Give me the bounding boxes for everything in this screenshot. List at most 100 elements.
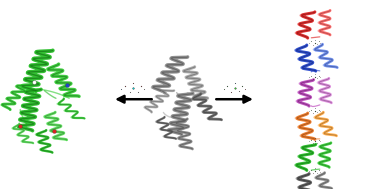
Ellipse shape — [17, 124, 21, 129]
Ellipse shape — [26, 70, 30, 75]
Ellipse shape — [318, 124, 322, 127]
Ellipse shape — [39, 148, 43, 151]
Ellipse shape — [314, 176, 319, 179]
Point — [312, 167, 318, 170]
Point — [312, 109, 318, 112]
Point — [221, 87, 227, 90]
Point — [236, 90, 242, 93]
Ellipse shape — [297, 57, 302, 61]
Point — [317, 170, 323, 173]
Point — [317, 110, 323, 113]
Point — [130, 81, 136, 84]
Point — [308, 169, 314, 172]
Point — [314, 43, 320, 46]
Ellipse shape — [177, 137, 181, 140]
Ellipse shape — [191, 97, 195, 100]
Ellipse shape — [318, 56, 322, 59]
Ellipse shape — [24, 90, 28, 94]
Ellipse shape — [318, 153, 322, 156]
Ellipse shape — [167, 128, 171, 132]
Ellipse shape — [164, 63, 169, 67]
Ellipse shape — [201, 111, 206, 114]
Point — [130, 86, 136, 89]
Point — [312, 75, 318, 78]
Ellipse shape — [174, 122, 178, 125]
Point — [312, 106, 318, 109]
Point — [309, 77, 315, 80]
Ellipse shape — [11, 127, 15, 130]
Point — [309, 141, 315, 144]
Ellipse shape — [316, 81, 321, 84]
Ellipse shape — [155, 120, 159, 123]
Ellipse shape — [184, 76, 188, 79]
Point — [312, 170, 318, 173]
Ellipse shape — [206, 117, 211, 120]
Ellipse shape — [297, 186, 302, 189]
Ellipse shape — [20, 111, 24, 115]
Point — [305, 170, 311, 173]
Point — [316, 40, 322, 43]
Ellipse shape — [15, 85, 19, 88]
Ellipse shape — [16, 134, 20, 136]
Point — [118, 87, 124, 90]
Ellipse shape — [297, 125, 302, 129]
Ellipse shape — [296, 99, 301, 103]
Ellipse shape — [174, 101, 178, 105]
Point — [309, 172, 315, 175]
Ellipse shape — [34, 50, 39, 54]
Ellipse shape — [295, 117, 300, 120]
Ellipse shape — [37, 141, 41, 143]
Point — [305, 140, 311, 143]
Ellipse shape — [190, 88, 194, 92]
Ellipse shape — [318, 21, 322, 24]
Ellipse shape — [313, 48, 318, 51]
Ellipse shape — [176, 94, 180, 98]
Point — [316, 108, 322, 111]
Point — [316, 169, 322, 172]
Ellipse shape — [23, 77, 27, 81]
Point — [316, 74, 322, 77]
Ellipse shape — [294, 163, 299, 167]
Ellipse shape — [0, 103, 4, 106]
Ellipse shape — [49, 129, 53, 132]
Ellipse shape — [10, 91, 14, 94]
Point — [314, 111, 320, 114]
Ellipse shape — [172, 107, 176, 111]
Ellipse shape — [151, 85, 156, 89]
Point — [312, 139, 318, 142]
Point — [317, 76, 323, 79]
Ellipse shape — [21, 140, 25, 143]
Point — [312, 137, 318, 140]
Ellipse shape — [18, 117, 22, 122]
Ellipse shape — [182, 69, 186, 73]
Point — [308, 74, 314, 77]
Ellipse shape — [318, 145, 323, 148]
Point — [308, 138, 314, 141]
Ellipse shape — [178, 144, 182, 147]
Ellipse shape — [300, 14, 305, 17]
Point — [309, 43, 315, 46]
Ellipse shape — [46, 67, 50, 71]
Ellipse shape — [318, 89, 322, 92]
Point — [312, 41, 318, 44]
Ellipse shape — [298, 82, 304, 85]
Ellipse shape — [300, 134, 305, 137]
Point — [135, 90, 141, 93]
Point — [64, 84, 70, 87]
Ellipse shape — [318, 13, 322, 16]
Point — [127, 91, 132, 94]
Point — [224, 84, 230, 88]
Ellipse shape — [322, 132, 327, 135]
Ellipse shape — [56, 103, 61, 105]
Point — [308, 108, 314, 111]
Ellipse shape — [143, 106, 147, 108]
Ellipse shape — [21, 104, 25, 108]
Point — [232, 86, 238, 89]
Ellipse shape — [196, 104, 201, 107]
Point — [314, 141, 320, 144]
Ellipse shape — [296, 177, 301, 180]
Ellipse shape — [163, 135, 167, 138]
Ellipse shape — [313, 116, 318, 119]
Ellipse shape — [192, 95, 196, 98]
Point — [305, 75, 311, 78]
